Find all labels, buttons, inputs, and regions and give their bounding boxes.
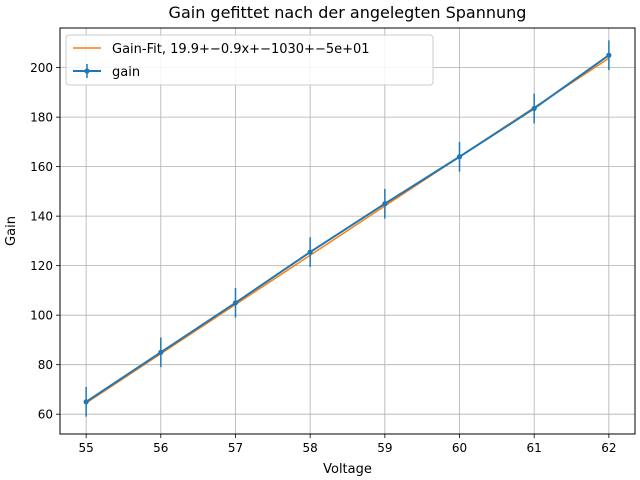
- x-tick-label: 58: [303, 441, 318, 455]
- gain-data-point: [531, 105, 537, 112]
- axes-frame: [59, 27, 636, 435]
- plot-area: [83, 40, 612, 417]
- legend-frame: [65, 34, 434, 86]
- legend: Gain-Fit, 19.9+−0.9x+−1030+−5e+01 gain: [65, 34, 434, 86]
- y-tick-label: 60: [38, 408, 53, 422]
- legend-gain-label: gain: [112, 65, 140, 80]
- gain-data-point: [456, 154, 463, 160]
- gain-data-point: [158, 349, 164, 355]
- gain-data-point: [232, 300, 239, 306]
- grid: [60, 28, 635, 434]
- x-tick-label: 56: [153, 441, 168, 455]
- gain-data-point: [382, 201, 388, 207]
- legend-fit-label: Gain-Fit, 19.9+−0.9x+−1030+−5e+01: [112, 42, 370, 57]
- y-tick-label: 160: [30, 160, 53, 174]
- y-tick-label: 140: [30, 210, 53, 224]
- y-tick-label: 200: [30, 61, 53, 75]
- y-tick-label: 100: [30, 309, 53, 323]
- gain-data-point: [83, 399, 89, 405]
- y-axis-label: Gain: [4, 216, 19, 246]
- gain-data-point: [307, 249, 313, 255]
- x-tick-label: 62: [601, 441, 616, 455]
- x-tick-label: 57: [228, 441, 243, 455]
- x-axis-label: Voltage: [323, 462, 372, 477]
- gain-data-point: [606, 52, 612, 58]
- chart-title: Gain gefittet nach der angelegten Spannu…: [169, 3, 527, 22]
- y-tick-label: 120: [30, 259, 53, 273]
- x-tick-label: 60: [452, 441, 467, 455]
- legend-gain-swatch-marker: [84, 68, 90, 74]
- x-tick-label: 59: [377, 441, 392, 455]
- y-tick-label: 80: [38, 358, 53, 372]
- y-axis-ticks: 60 80 100 120 140 160 180 200: [30, 61, 60, 422]
- x-axis-ticks: 55 56 57 58 59 60 61 62: [78, 434, 617, 455]
- x-tick-label: 61: [527, 441, 542, 455]
- gain-series-line: [85, 54, 610, 403]
- y-tick-label: 180: [30, 111, 53, 125]
- x-tick-label: 55: [78, 441, 93, 455]
